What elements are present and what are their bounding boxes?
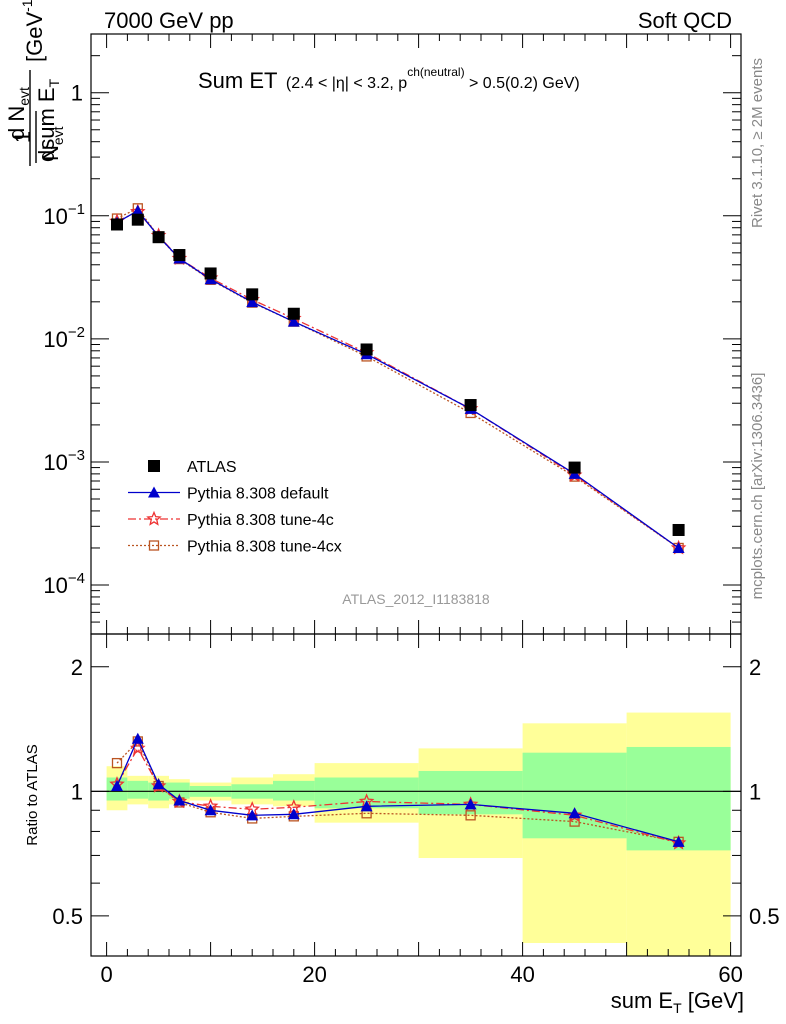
main-data-point-0-5 (246, 288, 259, 301)
mcplots-label: mcplots.cern.ch [arXiv:1306.3436] (749, 373, 766, 600)
ratio-ylabel: Ratio to ATLAS (24, 744, 41, 845)
plot-title-cond-end: > 0.5(0.2) GeV) (465, 75, 580, 92)
ratio-point-2-8 (464, 798, 477, 810)
plot-title: Sum ET (2.4 < |η| < 3.2, pch(neutral) > … (198, 65, 580, 93)
ratio-point-2-4 (204, 804, 217, 816)
legend-label: ATLAS (187, 459, 237, 476)
main-data-point-0-2 (152, 231, 165, 244)
ratio-y-tick-label-left: 1 (71, 779, 83, 804)
legend-label: Pythia 8.308 default (187, 486, 329, 503)
ratio-point-2-5 (246, 809, 259, 821)
ratio-y-tick-label-right: 0.5 (749, 904, 780, 929)
legend-marker (148, 486, 160, 498)
ratio-y-tick-label-right: 2 (749, 655, 761, 680)
header-right: Soft QCD (638, 8, 732, 33)
ratio-y-tick-label-left: 0.5 (52, 904, 83, 929)
ratio-point-2-9 (568, 807, 581, 819)
axes: 0 20 40 60 10−4 10−3 10−2 10−1 1 0.5 0.5 1 1 2 2 (43, 33, 780, 987)
legend-item: ATLAS (148, 459, 237, 476)
ratio-series (91, 732, 741, 850)
ylabel-dnum: d Nevt (4, 87, 32, 140)
main-y-tick-label: 1 (71, 81, 83, 106)
legend-item: Pythia 8.308 default (128, 486, 329, 503)
legend-item: Pythia 8.308 tune-4c (128, 510, 334, 529)
xlabel: sum ET [GeV] (611, 988, 744, 1016)
main-mc-point-2-6 (287, 315, 300, 327)
legend-item: Pythia 8.308 tune-4cx (128, 539, 342, 556)
main-y-tick-label: 10−2 (43, 324, 85, 352)
plot-title-cond: (2.4 < |η| < 3.2, p (286, 75, 407, 92)
ratio-point-2-6 (287, 808, 300, 820)
ratio-band-stat-1 (127, 780, 149, 799)
main-y-tick-label: 10−4 (43, 570, 85, 598)
ratio-bands (106, 712, 731, 956)
main-data-point-0-10 (672, 523, 685, 536)
main-data-point-0-3 (173, 249, 186, 262)
ratio-band-stat-9 (522, 752, 627, 839)
main-data-point-0-0 (111, 218, 123, 231)
main-y-tick-label: 10−3 (43, 447, 85, 475)
main-series (109, 203, 687, 555)
main-ylabel: 1 Nevt d Nevt dsum ET [GeV-1] (4, 0, 66, 166)
legend-label: Pythia 8.308 tune-4cx (187, 539, 342, 556)
plot-title-cond-sup: ch(neutral) (407, 65, 464, 79)
plot-title-main: Sum ET (198, 68, 277, 93)
main-mc-point-2-5 (246, 296, 259, 308)
ylabel-unit: [GeV-1] (19, 0, 47, 62)
legend: ATLAS Pythia 8.308 default Pythia 8.308 tu… (128, 459, 342, 556)
main-data-point-0-9 (568, 461, 581, 474)
legend-label: Pythia 8.308 tune-4c (187, 512, 334, 529)
legend-marker (146, 510, 162, 526)
ratio-line-1 (116, 747, 679, 844)
header-left: 7000 GeV pp (104, 8, 234, 33)
ratio-point-1-1 (130, 740, 146, 755)
legend-marker (148, 540, 160, 551)
ratio-point-2-10 (672, 835, 685, 847)
main-data-point-0-4 (204, 267, 217, 280)
ratio-point-2-3 (173, 794, 186, 806)
ratio-point-2-2 (152, 778, 165, 790)
main-data-point-0-1 (131, 213, 144, 226)
ylabel-nevt: Nevt (38, 126, 66, 161)
ratio-point-2-0 (111, 780, 123, 792)
ratio-point-0-0 (111, 757, 123, 769)
main-data-point-0-8 (464, 399, 477, 412)
ratio-y-tick-label-left: 2 (71, 655, 83, 680)
ratio-frame (90, 633, 742, 957)
ratio-y-tick-label-right: 1 (749, 779, 761, 804)
x-tick-label: 20 (302, 962, 326, 987)
rivet-label: Rivet 3.1.10, ≥ 2M events (749, 58, 766, 228)
ratio-point-2-7 (360, 800, 373, 812)
ratio-point-2-1 (131, 732, 144, 744)
x-tick-label: 40 (510, 962, 534, 987)
main-y-tick-label: 10−1 (43, 201, 85, 229)
x-tick-label: 0 (100, 962, 112, 987)
ratio-point-0-8 (465, 810, 476, 821)
ratio-band-stat-6 (273, 780, 315, 801)
legend-marker (148, 460, 160, 472)
main-mc-point-2-1 (131, 204, 144, 216)
ylabel-dden: dsum ET (34, 78, 62, 162)
analysis-id: ATLAS_2012_I1183818 (342, 591, 490, 607)
main-data-point-0-6 (287, 307, 300, 320)
ylabel-one: 1 (10, 131, 35, 143)
main-mc-point-2-10 (672, 541, 685, 553)
x-tick-label: 60 (718, 962, 742, 987)
ratio-band-stat-3 (169, 782, 190, 799)
main-data-point-0-7 (360, 343, 373, 356)
